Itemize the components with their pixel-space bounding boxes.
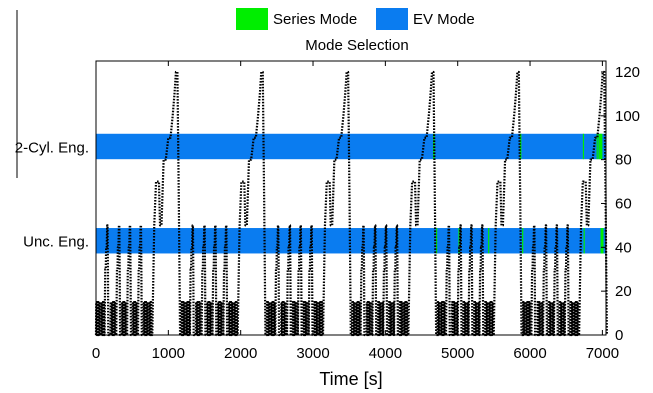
- x-tick-label: 0: [92, 345, 100, 362]
- y-tick-label: 120: [615, 64, 640, 81]
- y-tick-label: 80: [615, 152, 632, 169]
- mode-segment-series: [582, 133, 585, 160]
- legend-swatch-ev-mode: [376, 8, 408, 30]
- mode-segment-series: [596, 133, 598, 160]
- y-tick-label: 40: [615, 239, 632, 256]
- legend-swatch-series-mode: [236, 8, 268, 30]
- y-tick-label: 60: [615, 195, 632, 212]
- x-tick-label: 1000: [152, 345, 185, 362]
- track-label: Unc. Eng.: [23, 234, 89, 251]
- mode-segment-ev: [96, 133, 606, 160]
- chart-subtitle: Mode Selection: [305, 37, 408, 54]
- x-axis: 0 1000 2000 3000 4000 5000 6000 7000: [92, 61, 619, 362]
- mode-segment-series: [458, 228, 460, 254]
- legend: Series Mode EV Mode: [236, 8, 475, 30]
- x-tick-label: 2000: [224, 345, 257, 362]
- x-tick-label: 3000: [296, 345, 329, 362]
- mode-segment-series: [488, 228, 490, 254]
- x-tick-label: 5000: [441, 345, 474, 362]
- plot-frame: [95, 60, 607, 336]
- legend-label-ev-mode: EV Mode: [413, 11, 475, 28]
- x-tick-label: 4000: [369, 345, 402, 362]
- y-tick-label: 100: [615, 108, 640, 125]
- track-labels: 2-Cyl. Eng. Unc. Eng.: [15, 139, 89, 250]
- x-tick-label: 6000: [513, 345, 546, 362]
- mode-segment-series: [598, 133, 603, 160]
- y-tick-label: 0: [615, 327, 623, 344]
- y-tick-label: 20: [615, 283, 632, 300]
- mode-segment-series: [522, 228, 524, 254]
- mode-segment-series: [583, 228, 585, 254]
- x-axis-title: Time [s]: [319, 369, 382, 389]
- mode-segment-series: [436, 228, 438, 254]
- right-y-axis: 0 20 40 60 80 100 120: [601, 64, 640, 344]
- x-tick-label: 7000: [586, 345, 619, 362]
- mode-segment-series: [600, 228, 604, 254]
- track-label: 2-Cyl. Eng.: [15, 139, 89, 156]
- legend-label-series-mode: Series Mode: [273, 11, 357, 28]
